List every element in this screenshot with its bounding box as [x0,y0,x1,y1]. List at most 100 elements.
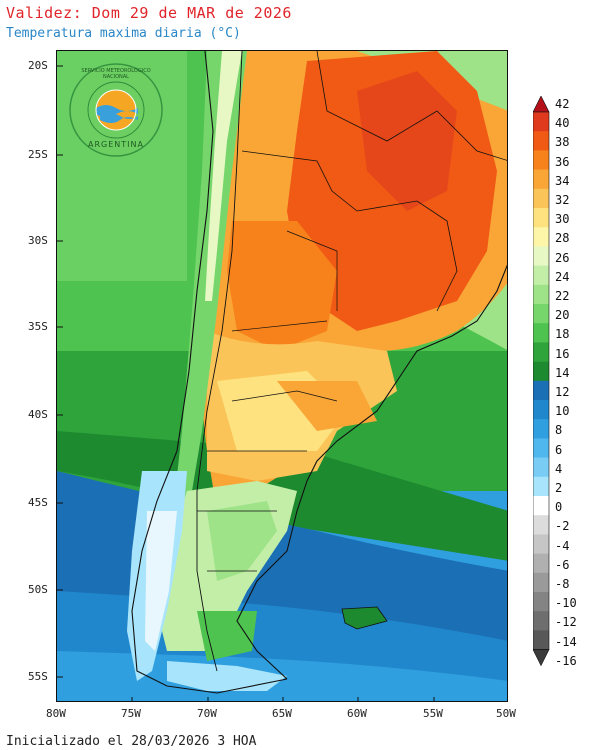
colorbar-tick-label: 26 [555,250,570,265]
colorbar-segment [533,131,549,151]
colorbar-tick-label: -14 [555,634,577,649]
colorbar-segment [533,169,549,190]
chile-argentina-border [196,51,243,672]
logo-bottom-text: ARGENTINA [88,140,144,149]
colorbar-segment [533,438,549,458]
colorbar-tick-label: 2 [555,481,563,495]
colorbar-tick-label: -2 [555,519,570,534]
colorbar-top-arrow [533,96,550,113]
southern-ice-field [145,511,177,651]
colorbar-tick-label: 28 [555,231,570,246]
colorbar-segment [533,630,549,650]
colorbar-tick-label: 6 [555,442,563,457]
tierra-del-fuego [167,661,287,691]
colorbar-segment [533,496,549,516]
colorbar-tick-label: 22 [555,289,570,303]
colorbar-segment [533,515,549,535]
colorbar-segment [533,592,549,612]
colorbar-segment [533,227,549,247]
colorbar-tick-label: 10 [555,404,570,419]
temperature-map-svg [57,51,507,701]
colorbar-tick-label: 30 [555,212,570,227]
logo-top-text: SERVICIO METEOROLÓGICO NACIONAL [81,68,151,80]
santa-cruz-south [197,611,257,661]
lat-label-40s: 40S [28,408,48,421]
lon-label-75w: 75W [121,707,141,720]
map-subtitle: Temperatura maxima diaria (°C) [6,26,241,41]
colorbar-tick-label: 36 [555,154,570,169]
lat-label-25s: 25S [28,148,48,161]
colorbar-segment [533,265,549,286]
lat-label-55s: 55S [28,670,48,683]
atlantic-coastline [236,264,507,680]
pacific-coastline [131,51,288,694]
colorbar-tick-label: 38 [555,135,570,150]
colorbar-segment [533,380,549,401]
smn-logo: SERVICIO METEOROLÓGICO NACIONAL ARGENTIN… [68,62,164,158]
colorbar-tick-label: 8 [555,423,563,438]
lat-label-50s: 50S [28,583,48,596]
colorbar-segment [533,419,549,439]
colorbar-tick-label: -4 [555,538,570,553]
colorbar-tick-label: -12 [555,615,577,630]
lon-label-80w: 80W [46,707,66,720]
colorbar-segment [533,246,549,266]
colorbar-bottom-arrow [533,649,550,667]
colorbar-tick-label: -8 [555,577,570,591]
colorbar-tick-label: 0 [555,500,563,515]
colorbar-tick-label: 18 [555,327,570,342]
colorbar-tick-label: 4 [555,461,563,476]
colorbar-segment [533,457,549,478]
lon-label-60w: 60W [347,707,367,720]
colorbar-segment [533,188,549,209]
lat-label-35s: 35S [28,320,48,333]
hot-core-west [227,221,337,351]
colorbar-segment [533,400,549,420]
colorbar-tick-label: 40 [555,116,570,131]
colorbar-segment [533,284,549,305]
colorbar-tick-label: 34 [555,173,570,188]
colorbar-tick-label: 24 [555,269,570,284]
northern-borders [241,150,458,312]
lon-label-65w: 65W [272,707,292,720]
andes-highlands [205,51,242,301]
temperature-map [56,50,508,702]
hottest-core [357,71,457,211]
colorbar-outline [533,111,550,650]
colorbar-segment [533,323,549,343]
colorbar-tick-label: 32 [555,193,570,207]
colorbar-tick-label: 12 [555,385,570,399]
province-borders [197,230,338,572]
lat-label-20s: 20S [28,59,48,72]
colorbar-tick-label: -10 [555,596,577,611]
colorbar-segment [533,611,549,631]
colorbar-segment [533,476,549,497]
colorbar-tick-label: -16 [555,653,577,668]
colorbar-tick-label: 42 [555,97,570,111]
colorbar-segment [533,342,549,362]
colorbar-segment [533,534,549,554]
smn-logo-icon [69,63,163,157]
init-footer: Inicializado el 28/03/2026 3 HOA [6,734,257,749]
lat-label-45s: 45S [28,496,48,509]
colorbar-segment [533,112,549,132]
colorbar-segment [533,150,549,170]
lat-label-30s: 30S [28,234,48,247]
lon-label-55w: 55W [423,707,443,720]
colorbar-segment [533,361,549,382]
colorbar-segment [533,572,549,593]
map-title: Validez: Dom 29 de MAR de 2026 [6,4,292,22]
colorbar-segment [533,553,549,574]
colorbar [533,96,550,667]
colorbar-tick-label: 16 [555,346,570,361]
bolivia-brazil-borders [316,51,507,161]
colorbar-tick-label: 20 [555,308,570,323]
colorbar-segment [533,208,549,228]
axis-ticks [57,65,435,701]
colorbar-tick-label: -6 [555,557,570,572]
patagonia-north [207,501,277,581]
colorbar-tick-label: 14 [555,365,570,380]
colorbar-segment [533,304,549,324]
islas-malvinas [341,606,388,630]
lon-label-50w: 50W [496,707,516,720]
